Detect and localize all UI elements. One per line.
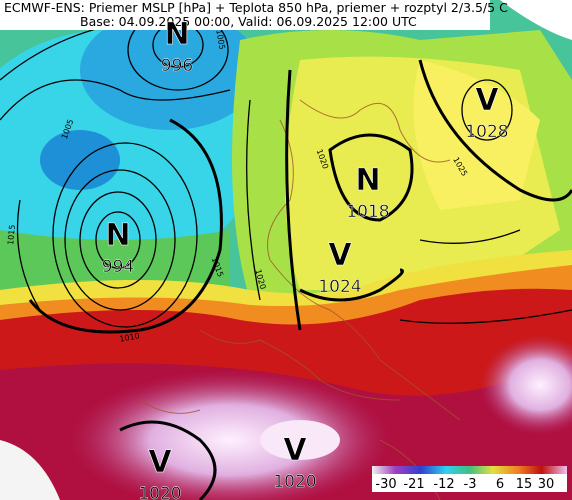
center-value: 1024 (318, 277, 361, 297)
colorbar-label: -12 (433, 477, 454, 492)
colorbar-label: 30 (538, 477, 555, 492)
center-type: V (475, 83, 499, 118)
colorbar-label: -21 (403, 477, 424, 492)
center-type: N (164, 17, 189, 52)
center-value: 994 (102, 257, 134, 277)
center-type: V (283, 433, 307, 468)
colorbar-label: -30 (375, 477, 396, 492)
colorbar-label: 15 (516, 477, 533, 492)
center-value: 1028 (465, 122, 508, 142)
map-title: ECMWF-ENS: Priemer MSLP [hPa] + Teplota … (4, 0, 508, 15)
center-type: V (148, 445, 172, 480)
center-type: V (328, 238, 352, 273)
center-value: 1018 (346, 202, 389, 222)
colorbar-label: -3 (464, 477, 477, 492)
center-type: N (105, 218, 130, 253)
coastlines (139, 99, 461, 500)
center-value: 1020 (138, 484, 181, 500)
colorbar (372, 466, 567, 474)
isobar-label: 1015 (6, 224, 17, 245)
isobar-label: 1010 (119, 331, 141, 343)
colorbar-labels: -30 -21 -12 -3 6 15 30 (375, 477, 554, 492)
center-value: 996 (161, 56, 193, 76)
map-subtitle: Base: 04.09.2025 00:00, Valid: 06.09.202… (80, 14, 417, 29)
center-type: N (355, 163, 380, 198)
pressure-centers: N 996 N 994 V 1028 N 1018 V 1024 V 1020 V 1020 (102, 17, 509, 500)
colorbar-label-band (372, 474, 567, 492)
isobar-label: 1005 (214, 29, 226, 51)
colorbar-label: 6 (496, 477, 504, 492)
header-band (0, 0, 490, 30)
center-value: 1020 (273, 472, 316, 492)
